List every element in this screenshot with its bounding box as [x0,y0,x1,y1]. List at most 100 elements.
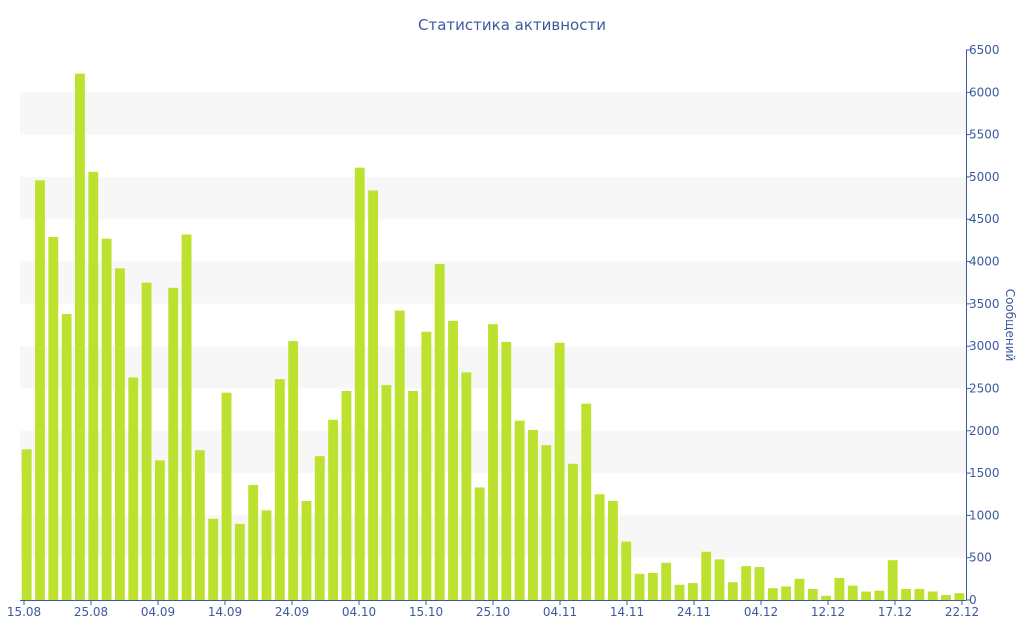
x-tick-label: 25.08 [74,605,108,619]
bars [21,73,965,601]
bar [434,264,445,600]
bar [634,573,645,600]
bar [727,582,738,600]
y-tick-label: 1500 [969,466,1000,480]
bar [408,391,418,600]
y-tick-label: 2500 [969,381,1000,395]
x-tick-label: 15.08 [7,605,41,619]
bar [448,320,458,600]
bar [541,445,552,600]
y-axis-label: Сообщений [1003,289,1017,362]
bar [861,591,872,600]
bar [381,385,392,600]
bar [248,484,259,600]
bar [941,594,951,600]
bar [114,268,125,600]
bar [101,238,112,600]
y-tick-label: 1000 [969,508,1000,522]
bar [674,584,685,600]
bar [741,566,752,600]
y-tick-label: 3500 [969,297,1000,311]
x-tick-label: 24.09 [275,605,309,619]
x-axis-ticks: 15.08 25.08 04.09 14.09 24.09 04.10 15.10 25.10… [7,600,979,619]
y-tick-label: 4000 [969,255,1000,269]
bar [168,287,179,600]
y-tick-label: 500 [969,551,992,565]
y-tick-label: 3000 [969,339,1000,353]
bar [301,501,312,600]
y-axis-ticks: 0 500 1000 1500 2000 2500 3000 3500 4000 4500 5000… [966,43,1000,607]
bar [48,237,59,600]
bar [474,487,485,600]
x-tick-label: 24.11 [677,605,711,619]
bar [528,429,538,600]
x-tick-label: 04.10 [342,605,376,619]
x-tick-label: 04.09 [141,605,175,619]
bar [687,583,698,600]
x-tick-label: 04.12 [744,605,778,619]
grid-band [20,176,966,220]
bar [807,589,818,600]
bar [754,567,765,600]
bar [821,595,832,600]
bar [901,589,911,600]
bar [847,585,858,600]
y-tick-label: 2000 [969,424,1000,438]
x-tick-label: 22.12 [945,605,979,619]
grid-band [20,92,966,135]
bar [208,518,219,600]
bar [661,562,672,600]
bar [914,589,925,600]
bar [554,342,565,600]
bar [21,449,32,600]
bar [794,578,805,600]
bar [128,377,139,600]
bar [234,523,245,600]
grid-band [20,261,966,304]
bar [154,460,165,600]
bar [714,559,725,600]
bar [194,450,205,600]
bar [274,379,285,600]
bar [368,190,379,600]
bar [501,341,512,600]
bar [75,73,85,600]
x-tick-label: 25.10 [476,605,510,619]
bar [314,456,325,600]
x-tick-label: 14.11 [610,605,644,619]
bar [261,510,272,600]
y-tick-label: 5000 [969,170,1000,184]
bar [341,391,352,600]
bar [954,593,965,600]
bar [621,541,632,600]
y-tick-label: 0 [969,593,977,607]
bar [514,420,525,600]
bar [35,180,45,601]
y-tick-label: 5500 [969,128,1000,142]
bar [581,403,592,600]
bar [767,588,778,600]
bar [781,586,792,600]
x-tick-label: 15.10 [409,605,443,619]
y-tick-label: 6500 [969,43,1000,57]
bar [647,572,658,600]
bar [141,282,152,600]
bar [181,234,192,600]
bar [887,560,898,600]
bar [927,591,938,600]
bar [61,314,72,600]
bar [488,324,498,600]
bar [834,578,845,600]
bar [568,463,578,600]
x-tick-label: 12.12 [811,605,845,619]
bar [701,551,712,600]
bar [88,171,99,600]
x-tick-label: 14.09 [208,605,242,619]
bar [461,372,472,600]
bar [394,310,405,600]
bar [221,392,232,600]
y-tick-label: 6000 [969,85,1000,99]
bar [354,167,365,600]
y-tick-label: 4500 [969,212,1000,226]
